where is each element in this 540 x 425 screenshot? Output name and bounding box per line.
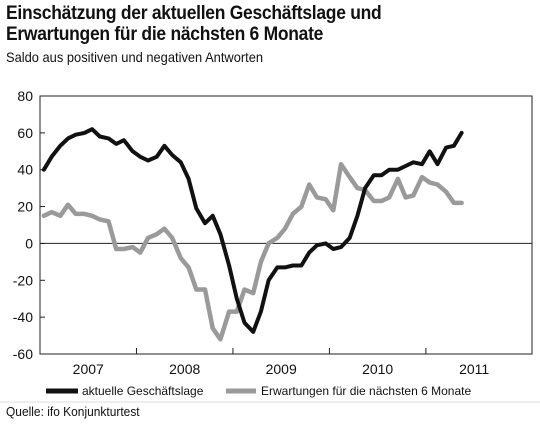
y-tick-label: 80 xyxy=(17,88,33,104)
y-tick-label: 40 xyxy=(17,162,33,178)
y-tick-label: -20 xyxy=(13,272,33,288)
x-tick-label: 2011 xyxy=(459,361,489,377)
source-note: Quelle: ifo Konjunkturtest xyxy=(6,404,140,419)
y-tick-label: 0 xyxy=(25,235,33,251)
chart-title-line-2: Erwartungen für die nächsten 6 Monate xyxy=(6,24,324,45)
x-tick-label: 2010 xyxy=(362,361,393,377)
plot-frame xyxy=(39,95,533,355)
series-line-business xyxy=(41,127,464,334)
chart-subtitle: Saldo aus positiven und negativen Antwor… xyxy=(6,49,264,65)
x-tick-label: 2009 xyxy=(266,361,297,377)
y-tick-label: -40 xyxy=(13,309,33,325)
y-tick-label: 20 xyxy=(17,199,33,215)
series-line-expectations xyxy=(41,161,464,342)
x-tick-label: 2008 xyxy=(169,361,200,377)
chart-title: Einschätzung der aktuellen Geschäftslage… xyxy=(6,3,382,45)
y-tick-label: 60 xyxy=(17,125,33,141)
y-tick-label: -60 xyxy=(13,346,33,362)
x-tick-label: 2007 xyxy=(73,361,104,377)
legend-label-business: aktuelle Geschäftslage xyxy=(82,384,204,398)
chart-title-line-1: Einschätzung der aktuellen Geschäftslage… xyxy=(6,3,382,24)
legend-label-expectations: Erwartungen für die nächsten 6 Monate xyxy=(261,384,471,398)
